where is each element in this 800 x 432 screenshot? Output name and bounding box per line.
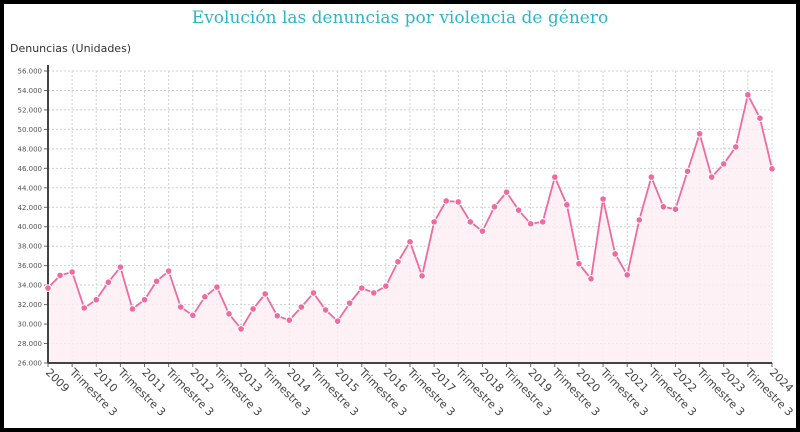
data-point	[466, 218, 475, 226]
y-tick-label: 32.000	[18, 301, 43, 309]
data-point	[333, 317, 342, 325]
data-point	[152, 277, 161, 286]
data-point	[116, 263, 125, 271]
data-point	[56, 271, 64, 280]
series-area	[48, 94, 772, 363]
data-point	[502, 188, 511, 196]
data-point	[683, 167, 692, 176]
chart-title: Evolución las denuncias por violencia de…	[191, 8, 609, 28]
y-tick-label: 36.000	[18, 262, 43, 270]
y-tick-label: 38.000	[18, 243, 43, 251]
data-point	[647, 173, 656, 181]
data-point	[189, 311, 197, 320]
data-point	[273, 311, 282, 320]
data-point	[285, 316, 294, 324]
data-point	[418, 272, 426, 280]
data-point	[732, 143, 740, 151]
data-point	[321, 306, 330, 314]
data-point	[128, 305, 137, 313]
data-point	[164, 267, 173, 275]
y-axis-label: Denuncias (Unidades)	[10, 42, 132, 55]
data-point	[575, 259, 583, 268]
data-point	[756, 114, 764, 123]
data-point	[213, 283, 221, 291]
data-point	[237, 325, 245, 333]
data-point	[249, 305, 257, 313]
data-point	[623, 271, 632, 279]
data-point	[442, 197, 451, 205]
data-point	[478, 227, 487, 235]
y-tick-label: 48.000	[18, 145, 43, 153]
data-point	[140, 295, 149, 304]
line-chart: 26.000 28.000 30.000 32.000 34.000 36.000 38.0…	[18, 65, 796, 419]
data-point	[490, 202, 499, 211]
x-tick-label: 2009	[43, 366, 72, 395]
data-point	[44, 284, 52, 292]
data-point	[563, 201, 571, 209]
data-point	[551, 173, 559, 181]
data-point	[92, 295, 101, 304]
data-point	[611, 250, 619, 258]
data-point	[201, 293, 209, 301]
data-point	[225, 310, 233, 318]
y-tick-label: 28.000	[18, 340, 43, 348]
data-point	[394, 257, 402, 266]
data-point	[587, 275, 595, 283]
data-point	[671, 205, 680, 214]
chart-container: Evolución las denuncias por violencia de…	[4, 4, 796, 428]
data-point	[695, 129, 704, 138]
data-point	[80, 304, 88, 312]
data-point	[526, 220, 535, 228]
data-point	[406, 238, 414, 246]
y-tick-label: 42.000	[18, 204, 43, 212]
data-point	[514, 206, 523, 214]
y-tick-label: 40.000	[18, 223, 43, 231]
data-point	[719, 160, 728, 168]
data-point	[68, 268, 76, 276]
data-point	[430, 218, 438, 226]
y-tick-label: 30.000	[18, 321, 43, 329]
data-point	[345, 299, 354, 307]
y-tick-label: 46.000	[18, 165, 43, 173]
y-tick-label: 26.000	[18, 360, 43, 368]
data-point	[707, 173, 716, 181]
data-point	[599, 195, 607, 203]
data-point	[104, 278, 113, 287]
y-tick-label: 56.000	[18, 68, 43, 76]
y-tick-label: 52.000	[18, 106, 43, 114]
data-point	[635, 216, 644, 224]
y-tick-label: 54.000	[18, 87, 43, 95]
data-point	[370, 289, 378, 297]
data-point	[176, 303, 185, 311]
data-point	[768, 165, 776, 173]
y-tick-label: 34.000	[18, 282, 43, 290]
data-point	[744, 91, 752, 99]
y-tick-label: 50.000	[18, 126, 43, 134]
data-point	[357, 284, 366, 292]
y-tick-label: 44.000	[18, 184, 43, 192]
data-point	[538, 218, 547, 226]
data-point	[261, 290, 270, 298]
data-point	[309, 289, 318, 297]
data-point	[297, 303, 306, 311]
data-point	[382, 282, 390, 290]
data-point	[659, 202, 668, 211]
data-point	[454, 198, 463, 206]
